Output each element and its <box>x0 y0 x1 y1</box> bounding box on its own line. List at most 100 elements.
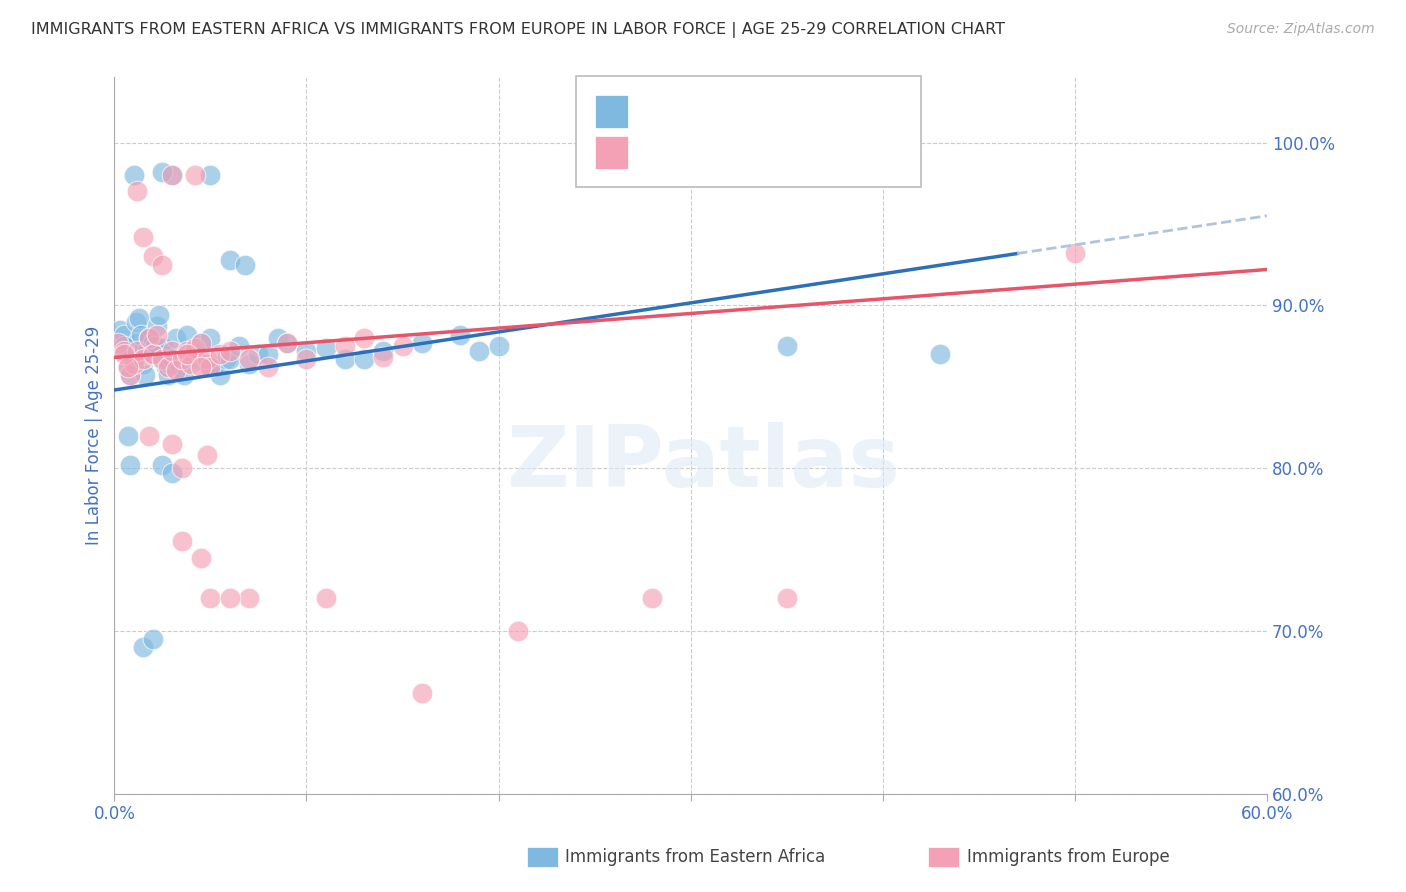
Text: R = 0.158   N = 55: R = 0.158 N = 55 <box>637 143 838 162</box>
Point <box>117 360 139 375</box>
Point <box>173 368 195 383</box>
Point <box>115 341 138 355</box>
Point <box>195 352 218 367</box>
Text: Immigrants from Europe: Immigrants from Europe <box>967 848 1170 866</box>
Point <box>145 319 167 334</box>
Point <box>506 624 529 638</box>
Point <box>142 632 165 646</box>
Point <box>184 352 207 367</box>
Point <box>138 331 160 345</box>
Point <box>184 168 207 182</box>
Point <box>200 360 222 375</box>
Point <box>157 360 180 375</box>
Point <box>257 347 280 361</box>
Point <box>118 458 141 472</box>
Point <box>165 363 187 377</box>
Point <box>247 347 270 361</box>
Point <box>315 591 337 606</box>
Point <box>155 360 177 375</box>
Point <box>276 335 298 350</box>
Point <box>142 347 165 361</box>
Point <box>152 343 174 358</box>
Point <box>160 168 183 182</box>
Point <box>215 352 238 367</box>
Point <box>266 331 288 345</box>
Point <box>200 591 222 606</box>
Point <box>190 335 212 350</box>
Point <box>170 534 193 549</box>
Point <box>218 252 240 267</box>
Point <box>184 341 207 355</box>
Point <box>209 347 232 361</box>
Point <box>641 591 664 606</box>
Point <box>373 351 395 365</box>
Point <box>295 352 318 367</box>
Point <box>152 352 174 367</box>
Point <box>117 428 139 442</box>
Point <box>149 352 172 367</box>
Point <box>929 347 952 361</box>
Point <box>176 327 198 342</box>
Point <box>190 335 212 350</box>
Point <box>333 339 356 353</box>
Point <box>200 168 222 182</box>
Point <box>111 337 134 351</box>
Point <box>142 347 165 361</box>
Point <box>202 360 225 375</box>
Point <box>136 343 159 358</box>
Text: ZIPatlas: ZIPatlas <box>506 422 900 506</box>
Point <box>124 315 146 329</box>
Text: IMMIGRANTS FROM EASTERN AFRICA VS IMMIGRANTS FROM EUROPE IN LABOR FORCE | AGE 25: IMMIGRANTS FROM EASTERN AFRICA VS IMMIGR… <box>31 22 1005 38</box>
Point <box>776 339 799 353</box>
Point <box>160 343 183 358</box>
Point <box>112 327 135 342</box>
Point <box>122 343 145 358</box>
Point <box>139 347 162 361</box>
Point <box>170 352 193 367</box>
Point <box>190 550 212 565</box>
Point <box>209 368 232 383</box>
Point <box>138 331 160 345</box>
Text: Source: ZipAtlas.com: Source: ZipAtlas.com <box>1227 22 1375 37</box>
Point <box>122 168 145 182</box>
Point <box>127 335 149 350</box>
Point <box>373 343 395 358</box>
Point <box>134 368 156 383</box>
Text: Immigrants from Eastern Africa: Immigrants from Eastern Africa <box>565 848 825 866</box>
Point <box>176 343 198 358</box>
Point <box>132 230 155 244</box>
Point <box>129 327 152 342</box>
Point <box>108 323 131 337</box>
Point <box>195 448 218 462</box>
Point <box>353 331 375 345</box>
Point <box>157 368 180 383</box>
Point <box>118 368 141 383</box>
Point <box>170 461 193 475</box>
Point <box>176 347 198 361</box>
Point <box>132 640 155 655</box>
Point <box>127 185 149 199</box>
Point <box>122 357 145 371</box>
Point <box>160 466 183 480</box>
Point <box>295 343 318 358</box>
Point <box>353 352 375 367</box>
Point <box>112 339 135 353</box>
Point <box>153 341 176 355</box>
Point <box>449 327 471 342</box>
Point <box>112 347 135 361</box>
Point <box>142 250 165 264</box>
Point <box>159 357 181 371</box>
Point <box>411 335 433 350</box>
Point <box>127 343 149 358</box>
Point <box>195 357 218 371</box>
Point <box>391 339 413 353</box>
Point <box>218 343 240 358</box>
Point <box>145 327 167 342</box>
Point <box>128 311 150 326</box>
Point <box>132 357 155 371</box>
Text: R = 0.273   N = 74: R = 0.273 N = 74 <box>637 102 837 121</box>
Point <box>315 341 337 355</box>
Point <box>152 165 174 179</box>
Point <box>107 335 129 350</box>
Point <box>165 331 187 345</box>
